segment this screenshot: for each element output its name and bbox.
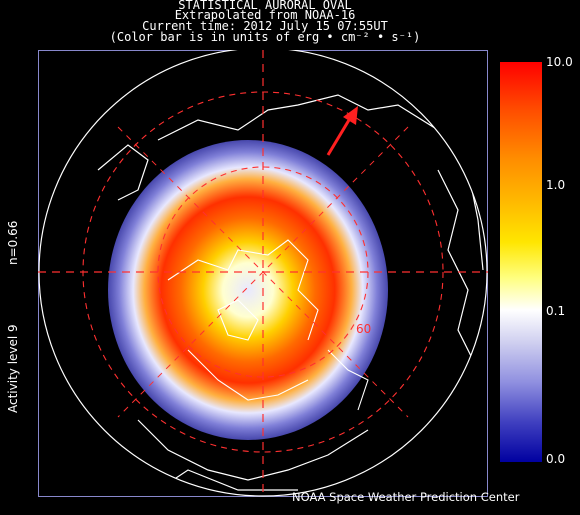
land-outlines xyxy=(167,239,369,411)
colorbar-tick: 0.0 xyxy=(546,452,566,466)
auroral-oval xyxy=(108,140,388,440)
credit-text: NOAA Space Weather Prediction Center xyxy=(292,490,520,504)
sun-direction-arrow xyxy=(326,114,354,156)
source-line: Extrapolated from NOAA-16 xyxy=(174,8,356,22)
meridian-diagonal-2 xyxy=(117,126,409,418)
title-line: STATISTICAL AURORAL OVAL xyxy=(178,0,352,12)
colorbar-tick: 1.0 xyxy=(546,178,566,192)
sun-direction-arrowhead xyxy=(343,106,358,125)
coastlines xyxy=(97,94,484,491)
units-line: (Color bar is in units of erg • cm⁻² • s… xyxy=(109,30,421,44)
latitude-label: 60 xyxy=(356,322,371,336)
n-value-label: n=0.66 xyxy=(6,220,20,265)
colorbar-tick: 0.1 xyxy=(546,304,566,318)
time-line: Current time: 2012 July 15 07:55UT xyxy=(142,19,388,33)
colorbar-tick: 10.0 xyxy=(546,55,573,69)
auroral-map: 60 xyxy=(38,50,488,497)
activity-level-label: Activity level 9 xyxy=(6,324,20,413)
colorbar xyxy=(500,62,542,462)
